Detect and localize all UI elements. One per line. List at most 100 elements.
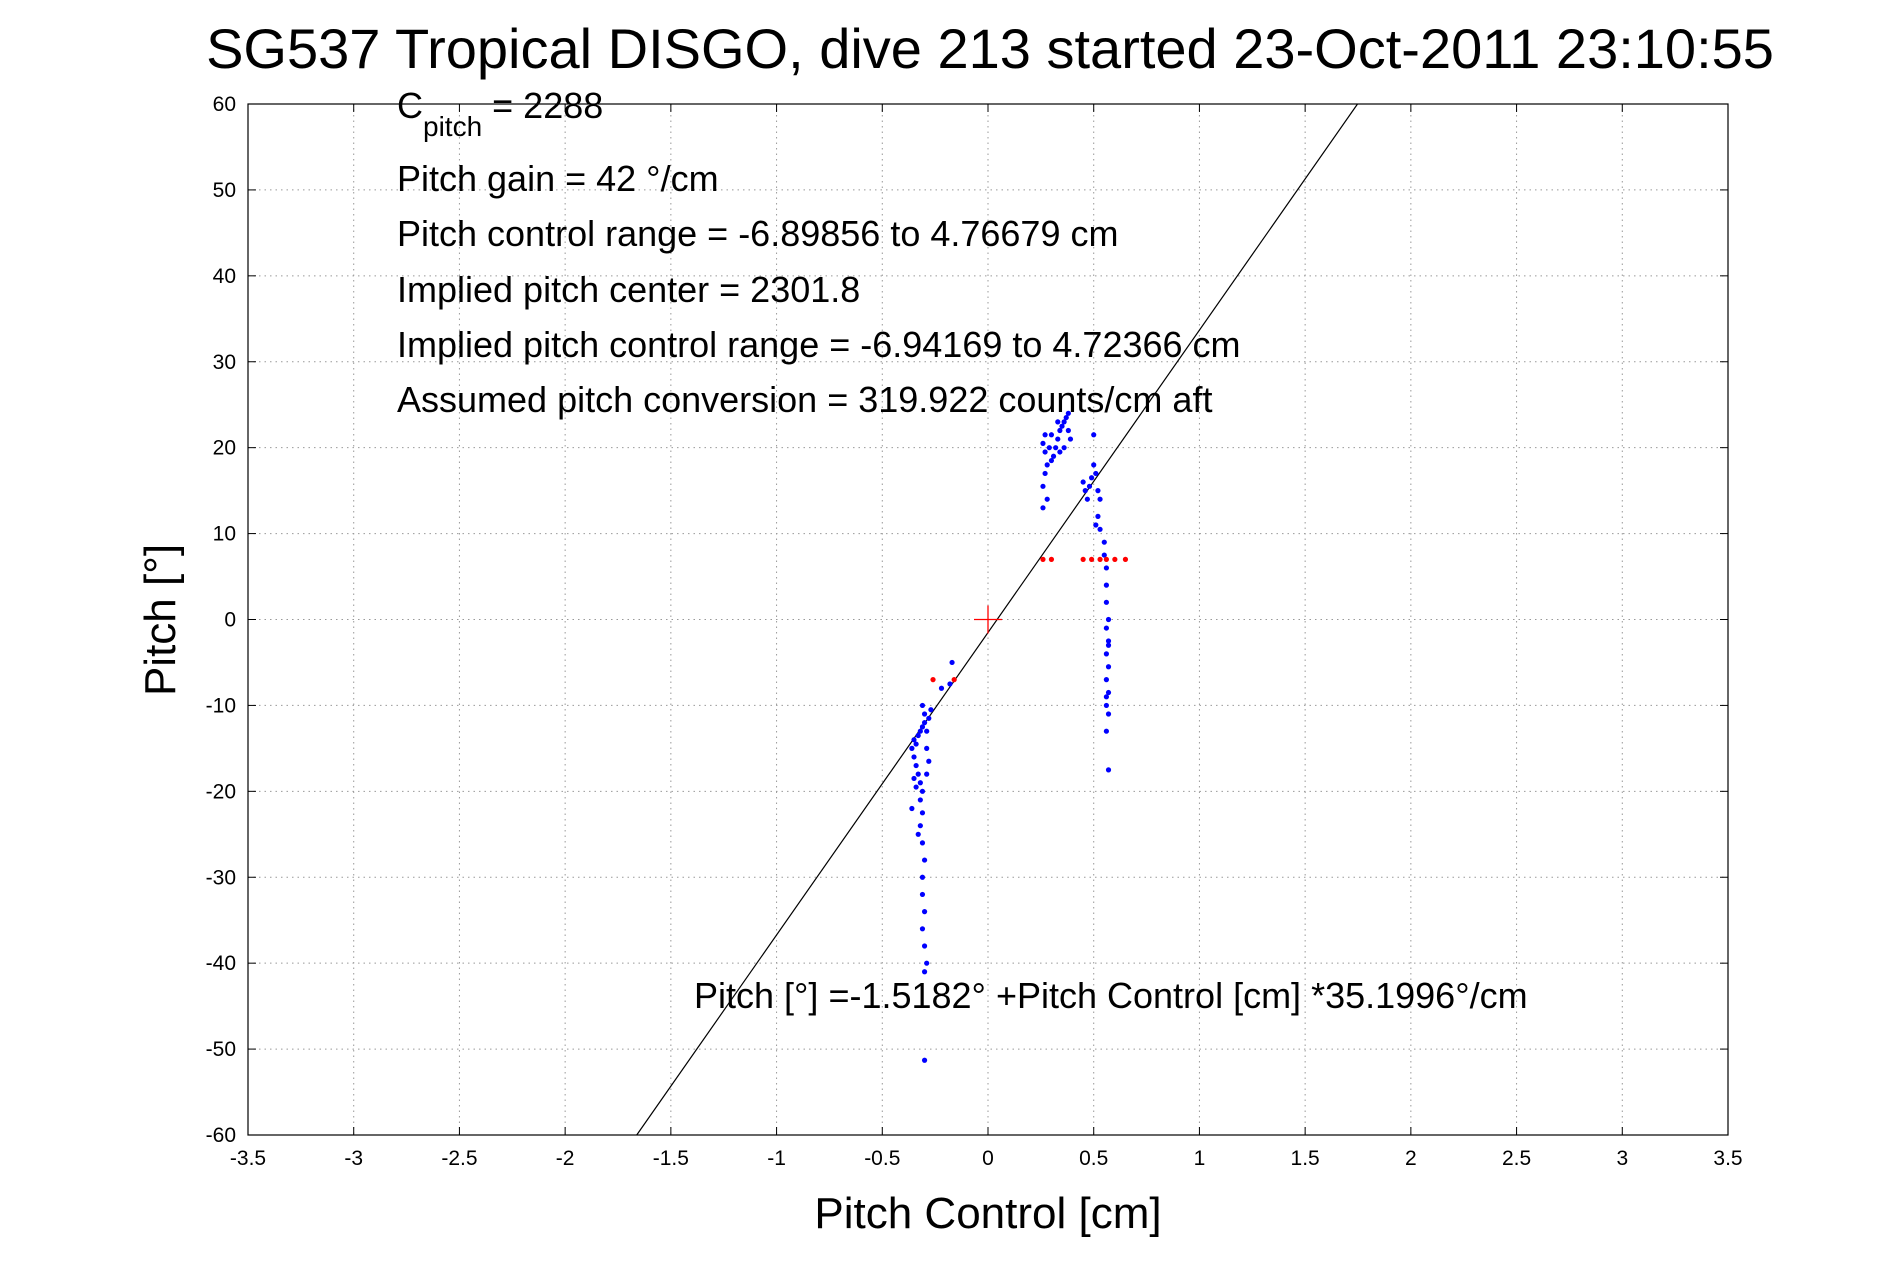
data-point bbox=[1050, 453, 1057, 459]
data-point bbox=[1057, 449, 1063, 455]
data-point bbox=[1103, 702, 1109, 709]
data-point bbox=[1105, 642, 1112, 648]
data-points bbox=[909, 410, 1129, 1063]
annotation-pitch-gain: Pitch gain = 42 °/cm bbox=[397, 158, 719, 199]
annotation-implied-pitch-control-range: Implied pitch control range = -6.94169 t… bbox=[397, 324, 1241, 365]
x-tick-label: 2.5 bbox=[1502, 1147, 1531, 1170]
y-tick-label: -40 bbox=[206, 952, 236, 975]
data-point bbox=[921, 909, 928, 915]
data-point bbox=[1103, 582, 1109, 588]
data-point bbox=[1105, 711, 1112, 717]
c-pitch-value: = 2288 bbox=[482, 85, 603, 126]
data-point bbox=[1059, 423, 1065, 429]
center-marker bbox=[974, 605, 1002, 634]
series-0 bbox=[909, 410, 1112, 1063]
y-tick-label: -60 bbox=[206, 1124, 236, 1147]
data-point bbox=[1065, 410, 1071, 416]
data-point bbox=[1105, 689, 1112, 696]
annotation-assumed-pitch-conversion: Assumed pitch conversion = 319.922 count… bbox=[397, 379, 1212, 420]
x-tick-label: -3.5 bbox=[230, 1147, 266, 1170]
x-tick-label: 3 bbox=[1616, 1147, 1628, 1170]
data-point bbox=[917, 823, 923, 829]
tick-labels: -3.5 -3 -2.5 -2 -1.5 -1 -0.5 0 0.5 1 1.5 2 2.5 3 3.5 -6… bbox=[206, 93, 1743, 1170]
x-tick-label: 1 bbox=[1194, 1147, 1206, 1170]
data-point bbox=[913, 784, 919, 790]
data-point bbox=[1097, 526, 1103, 532]
y-tick-label: 40 bbox=[213, 265, 236, 288]
c-pitch-main: C bbox=[397, 85, 423, 126]
data-point bbox=[915, 831, 921, 837]
x-tick-label: -3 bbox=[344, 1147, 363, 1170]
data-point bbox=[919, 891, 926, 898]
data-point bbox=[1091, 462, 1097, 468]
data-point bbox=[1112, 556, 1118, 562]
x-axis-label: Pitch Control [cm] bbox=[814, 1189, 1161, 1238]
data-point bbox=[930, 677, 936, 683]
c-pitch-subscript: pitch bbox=[423, 111, 482, 142]
data-point bbox=[919, 840, 926, 846]
data-point bbox=[1122, 556, 1129, 562]
data-point bbox=[1103, 565, 1109, 571]
annotation-pitch-control-range: Pitch control range = -6.89856 to 4.7667… bbox=[397, 213, 1118, 254]
data-point bbox=[1105, 767, 1112, 773]
annotation-implied-pitch-center: Implied pitch center = 2301.8 bbox=[397, 269, 860, 310]
y-tick-label: 60 bbox=[213, 93, 236, 116]
data-point bbox=[924, 745, 930, 751]
data-point bbox=[928, 707, 934, 713]
data-point bbox=[926, 758, 932, 764]
data-point bbox=[1055, 436, 1061, 442]
data-point bbox=[909, 805, 915, 812]
data-point bbox=[915, 732, 921, 739]
data-point bbox=[1101, 552, 1107, 558]
data-point bbox=[1089, 475, 1095, 481]
data-point bbox=[1040, 505, 1046, 511]
data-point bbox=[919, 724, 926, 730]
data-point bbox=[951, 677, 957, 683]
data-point bbox=[1061, 419, 1067, 425]
data-point bbox=[1048, 457, 1055, 464]
plot-frame bbox=[247, 103, 1729, 1136]
data-point bbox=[1091, 432, 1097, 438]
y-axis-label: Pitch [°] bbox=[136, 544, 185, 696]
y-tick-label: -50 bbox=[206, 1038, 236, 1061]
x-tick-label: 0.5 bbox=[1079, 1147, 1108, 1170]
data-point bbox=[1103, 728, 1109, 734]
y-tick-label: 30 bbox=[213, 351, 236, 374]
x-tick-label: -2.5 bbox=[441, 1147, 477, 1170]
data-point bbox=[1095, 513, 1101, 520]
data-point bbox=[1061, 445, 1067, 451]
data-point bbox=[917, 797, 923, 803]
data-point bbox=[917, 728, 923, 734]
data-point bbox=[1065, 427, 1071, 434]
data-point bbox=[1040, 483, 1046, 489]
data-point bbox=[947, 681, 953, 687]
data-point bbox=[921, 857, 928, 863]
data-point bbox=[1105, 616, 1112, 623]
data-point bbox=[1057, 427, 1063, 434]
x-tick-label: 0 bbox=[982, 1147, 994, 1170]
data-point bbox=[911, 754, 917, 760]
data-point bbox=[938, 685, 945, 691]
y-tick-label: -30 bbox=[206, 866, 236, 889]
data-point bbox=[1046, 445, 1052, 451]
x-tick-label: 3.5 bbox=[1713, 1147, 1742, 1170]
data-point bbox=[1105, 638, 1112, 644]
data-point bbox=[921, 969, 928, 975]
data-point bbox=[1044, 462, 1050, 468]
y-tick-label: -10 bbox=[206, 694, 236, 717]
data-point bbox=[1103, 651, 1109, 657]
data-point bbox=[919, 874, 926, 880]
grid bbox=[248, 104, 1728, 1135]
data-point bbox=[917, 780, 923, 786]
data-point bbox=[949, 659, 955, 666]
data-point bbox=[911, 775, 917, 782]
x-tick-label: -0.5 bbox=[864, 1147, 900, 1170]
y-tick-label: -20 bbox=[206, 780, 236, 803]
data-point bbox=[1053, 445, 1059, 451]
fit-line-layer bbox=[636, 103, 1359, 1136]
data-point bbox=[921, 943, 928, 949]
y-tick-label: 10 bbox=[213, 523, 236, 546]
data-point bbox=[1097, 556, 1103, 562]
data-point bbox=[926, 715, 932, 721]
